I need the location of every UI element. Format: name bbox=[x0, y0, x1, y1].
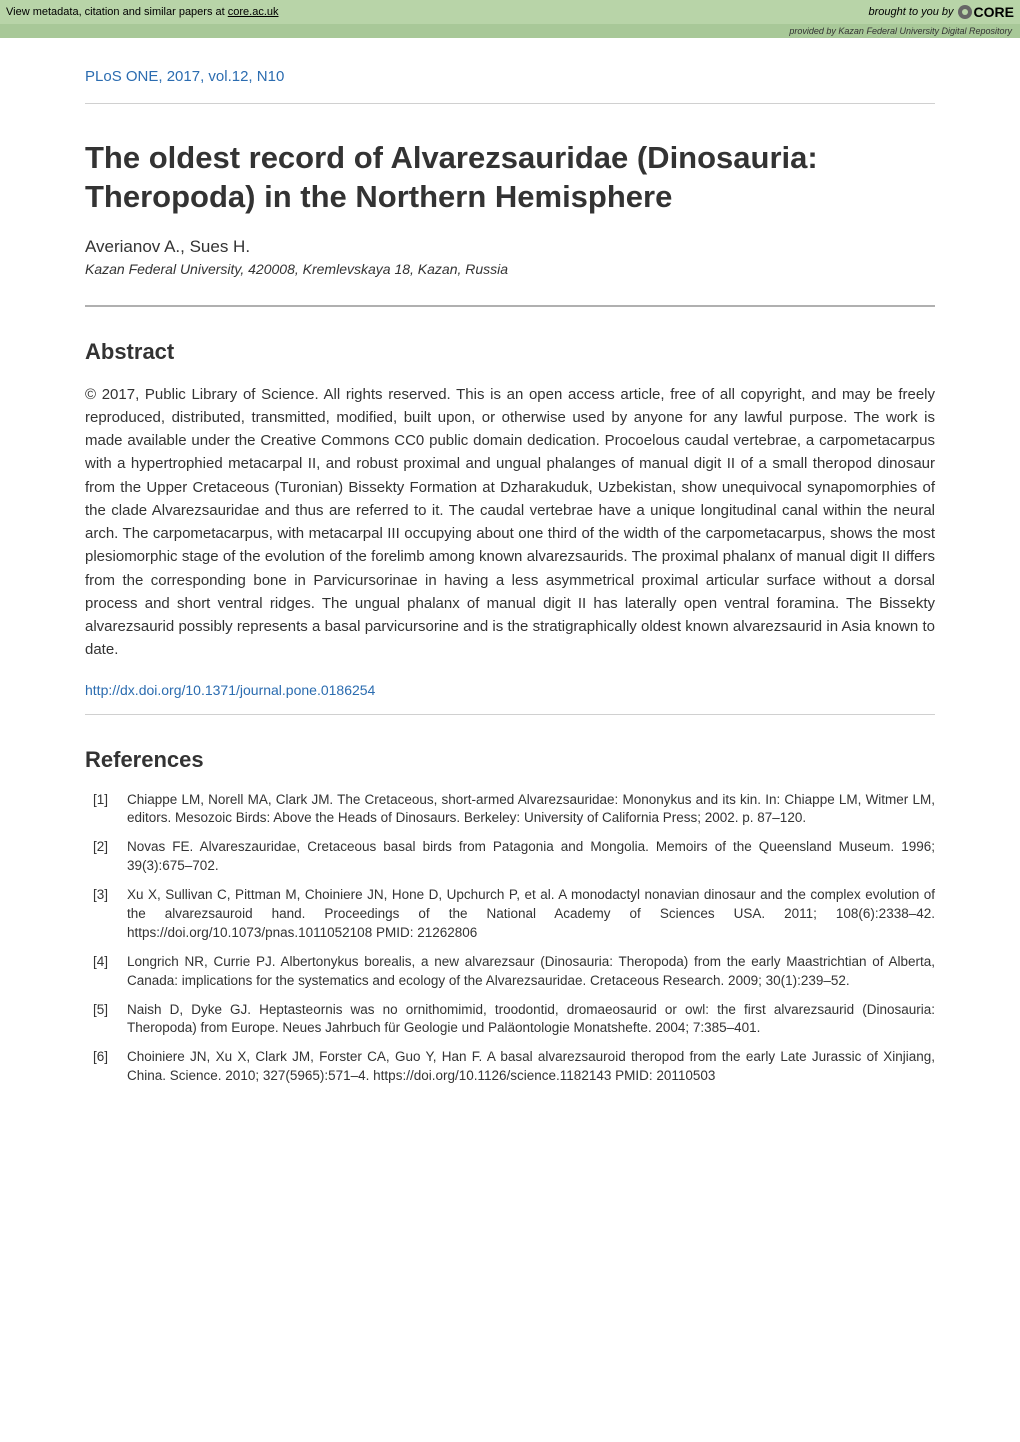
reference-item: Choiniere JN, Xu X, Clark JM, Forster CA… bbox=[85, 1048, 935, 1086]
doi-link[interactable]: http://dx.doi.org/10.1371/journal.pone.0… bbox=[85, 682, 935, 698]
core-banner-link[interactable]: core.ac.uk bbox=[228, 6, 279, 18]
core-logo[interactable]: CORE bbox=[958, 4, 1014, 20]
provided-by-bar: provided by Kazan Federal University Dig… bbox=[0, 24, 1020, 38]
core-banner-text: View metadata, citation and similar pape… bbox=[6, 6, 228, 18]
references-list: Chiappe LM, Norell MA, Clark JM. The Cre… bbox=[85, 791, 935, 1087]
brought-to-you-text: brought to you by bbox=[869, 6, 954, 18]
provided-by-source: Kazan Federal University Digital Reposit… bbox=[838, 26, 1012, 36]
reference-item: Novas FE. Alvareszauridae, Cretaceous ba… bbox=[85, 838, 935, 876]
abstract-heading: Abstract bbox=[85, 339, 935, 365]
reference-item: Longrich NR, Currie PJ. Albertonykus bor… bbox=[85, 953, 935, 991]
divider-after-abstract bbox=[85, 714, 935, 715]
core-banner: View metadata, citation and similar pape… bbox=[0, 0, 1020, 24]
references-heading: References bbox=[85, 747, 935, 773]
core-icon bbox=[958, 5, 972, 19]
journal-info: PLoS ONE, 2017, vol.12, N10 bbox=[85, 68, 935, 85]
reference-item: Xu X, Sullivan C, Pittman M, Choiniere J… bbox=[85, 886, 935, 943]
authors: Averianov A., Sues H. bbox=[85, 237, 935, 257]
core-banner-right: brought to you by CORE bbox=[869, 4, 1014, 20]
reference-item: Chiappe LM, Norell MA, Clark JM. The Cre… bbox=[85, 791, 935, 829]
divider-top bbox=[85, 103, 935, 104]
core-logo-text: CORE bbox=[974, 4, 1014, 20]
article-content: PLoS ONE, 2017, vol.12, N10 The oldest r… bbox=[0, 38, 1020, 1136]
provided-by-prefix: provided by bbox=[789, 26, 838, 36]
reference-item: Naish D, Dyke GJ. Heptasteornis was no o… bbox=[85, 1001, 935, 1039]
abstract-text: © 2017, Public Library of Science. All r… bbox=[85, 383, 935, 662]
divider-after-authors bbox=[85, 305, 935, 307]
core-banner-left: View metadata, citation and similar pape… bbox=[6, 6, 279, 18]
article-title: The oldest record of Alvarezsauridae (Di… bbox=[85, 139, 935, 217]
affiliation: Kazan Federal University, 420008, Kremle… bbox=[85, 261, 935, 277]
